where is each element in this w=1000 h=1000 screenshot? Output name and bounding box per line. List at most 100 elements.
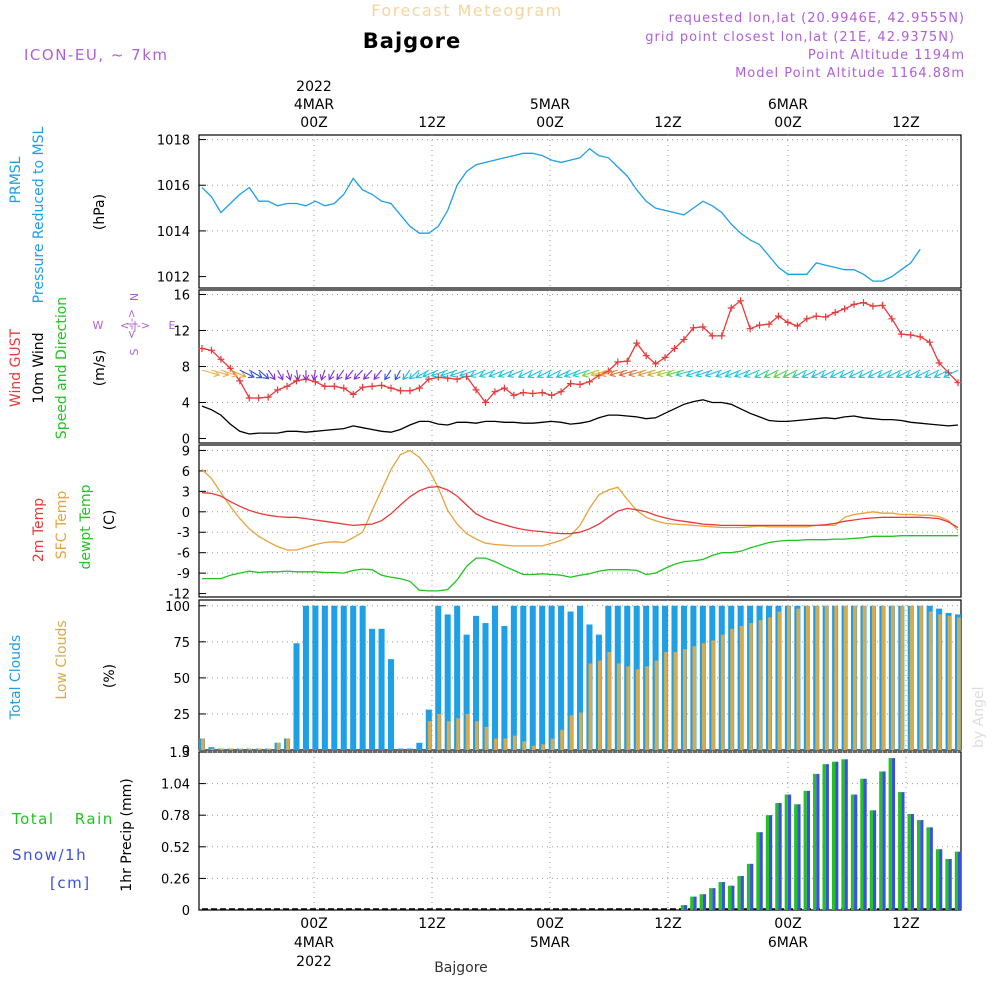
wind-arrow [656,369,675,378]
rain-bar [831,761,836,910]
rain-bar [945,858,949,910]
gust-marker [396,387,404,395]
gust-marker [869,302,877,310]
gust-marker [349,390,357,398]
gust-marker [680,336,688,343]
low-cloud-bar [758,620,763,750]
gust-marker [330,382,338,390]
low-cloud-bar [834,605,838,750]
wind-arrow [665,369,685,378]
pressure-label-unit: (hPa) [92,194,108,230]
rain-bar [746,863,751,910]
wind-arrow [810,369,826,379]
requested-coords: requested lon,lat (20.9946E, 42.9555N) [669,11,965,26]
low-cloud-bar [768,617,772,750]
snow-bar [712,888,716,910]
ytick-label-clouds: 100 [165,600,190,615]
gust-marker [614,358,622,366]
snow-bar [702,894,707,910]
rain-bar [765,815,769,910]
wind-arrow [258,369,270,380]
ytick-label-wind: 0 [182,433,190,448]
total-rain-label: Total Rain [11,810,114,828]
wind-arrow [458,369,477,378]
ytick-label-wind: 4 [182,397,190,412]
compass-vertical: <-|-> [125,309,138,339]
total-cloud-bar [293,643,300,750]
wind-arrow [267,369,276,381]
snow-bar [759,832,763,910]
gust-marker [671,345,678,352]
low-cloud-bar [749,623,753,750]
top-time-label: 12Z [418,115,445,131]
low-cloud-bar [210,748,215,750]
gust-marker [359,383,367,391]
gust-marker [860,299,867,307]
low-cloud-bar [635,669,640,750]
wind-arrow [430,369,448,378]
wind-arrow [743,369,760,378]
compass-horizontal: <-|-> [120,319,150,332]
gust-marker [538,389,546,397]
snow-bar [721,882,725,910]
bottom-time-label: 12Z [418,916,445,932]
gust-marker [756,321,764,329]
ytick-label-precipitation: 1.3 [169,746,190,761]
low-cloud-bar [276,742,281,750]
wind-arrow [704,369,722,378]
total-cloud-bar [491,605,498,750]
wind-arrow [408,369,420,380]
top-time-label: 00Z [300,115,327,131]
gust-marker [850,300,858,308]
low-cloud-bar [739,625,744,750]
ytick-label-clouds: 50 [173,672,190,687]
total-cloud-bar [576,605,584,750]
wind-arrow [230,369,247,378]
snow-bar [929,827,933,910]
total-cloud-bar [510,605,517,750]
rain-bar [699,894,703,910]
total-cloud-bar [302,605,309,750]
top-day-label: 6MAR [768,97,809,113]
low-cloud-bar [919,605,923,750]
wind-gust-label: Wind GUST [8,328,24,407]
snow-bar [948,858,952,910]
low-cloud-bar [531,745,536,750]
low-cloud-bar [843,605,848,750]
low-cloud-bar [229,748,233,750]
low-cloud-bar [711,640,715,750]
wind-arrow [555,369,571,379]
wind-arrow [590,369,609,378]
gust-marker [321,382,329,390]
bottom-time-label: 12Z [654,916,681,932]
wind-arrow [801,369,817,379]
low-cloud-bar [645,666,649,750]
ytick-label-precipitation: 0.78 [161,809,190,824]
panel-frame-precipitation [198,751,962,911]
gust-marker [264,393,272,401]
gust-marker [642,352,650,360]
snow-bar [835,761,839,910]
gust-marker [935,359,943,367]
rain-bar [841,759,845,910]
wind-arrow [469,369,486,378]
gust-marker [897,330,905,338]
gust-marker [793,322,801,330]
ytick-label-clouds: 0 [182,744,190,759]
wind-arrow [536,369,552,379]
wind-arrow [353,369,364,380]
gust-marker [207,346,215,354]
snow-bar [910,813,914,910]
wind-arrow [311,370,318,382]
low-cloud-bar [569,715,574,750]
gust-marker [387,384,395,392]
total-cloud-bar [567,611,574,750]
low-cloud-bar [456,718,460,750]
top-time-label: 12Z [892,115,919,131]
total-cloud-bar [463,634,470,750]
rain-bar [907,813,911,910]
wind-arrow [402,369,411,381]
gust-marker [907,331,915,339]
footer-location: Bajgore [434,960,488,976]
model-altitude: Model Point Altitude 1164.88m [735,66,965,81]
